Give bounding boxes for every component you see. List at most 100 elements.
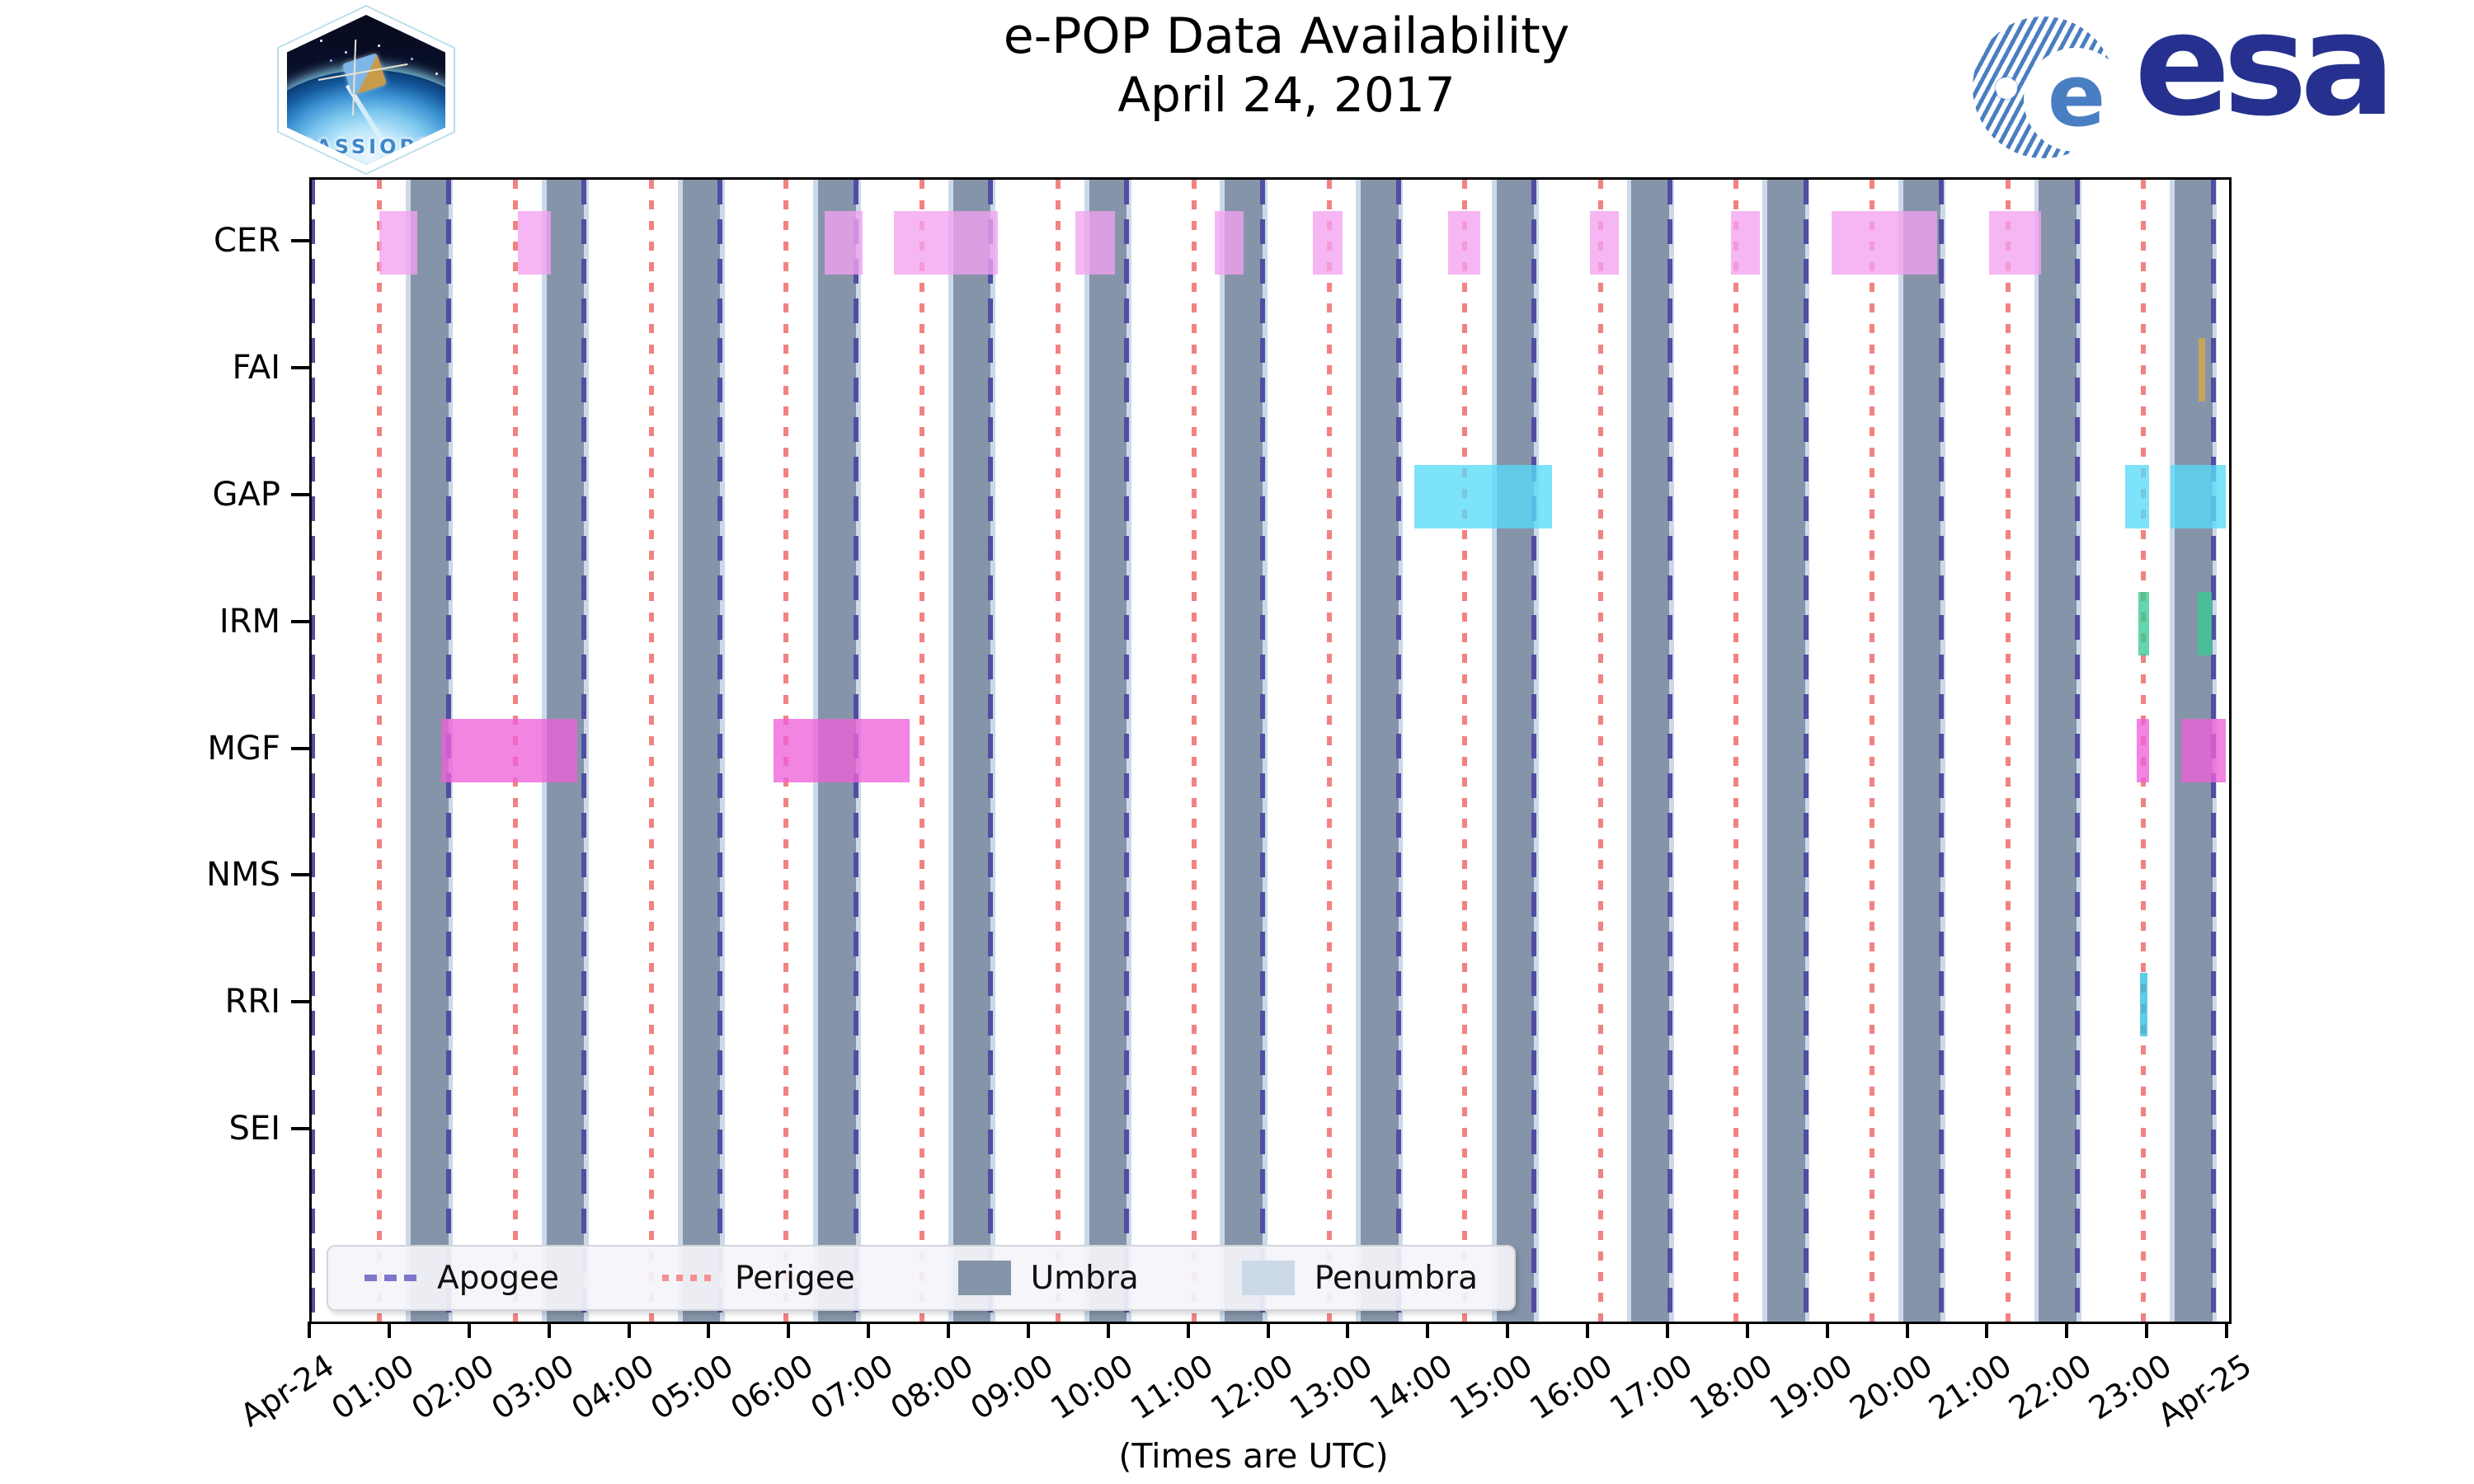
y-axis-label-sei: SEI [228, 1110, 280, 1148]
legend-item-penumbra: Penumbra [1241, 1260, 1478, 1297]
perigee-line [1869, 180, 1874, 1322]
umbra-band [1089, 180, 1127, 1322]
legend-sample-perigee-dots [661, 1275, 715, 1281]
availability-bar-fai [2199, 338, 2205, 402]
x-tick [1186, 1322, 1190, 1338]
perigee-line [920, 180, 925, 1322]
availability-bar-gap [1413, 465, 1552, 529]
y-tick [291, 873, 309, 877]
x-axis-label: 13:00 [1283, 1347, 1380, 1427]
x-axis-label: 22:00 [2002, 1347, 2099, 1427]
x-axis-label: 06:00 [724, 1347, 821, 1427]
apogee-line [1259, 180, 1265, 1322]
legend-sample-penumbra-box [1241, 1261, 1295, 1295]
x-tick [1426, 1322, 1430, 1338]
x-tick [867, 1322, 871, 1338]
umbra-band [682, 180, 721, 1322]
page-title: e-POP Data Availability [1003, 7, 1570, 65]
x-axis-label: 02:00 [404, 1347, 501, 1427]
x-tick [1506, 1322, 1510, 1338]
x-tick [2065, 1322, 2069, 1338]
esa-logo: e esa [1973, 0, 2396, 162]
availability-bar-cer [1447, 211, 1481, 275]
cassiope-mission-patch: CASSIOPE [277, 5, 455, 175]
x-axis-label: 09:00 [964, 1347, 1060, 1427]
umbra-band [1360, 180, 1399, 1322]
y-axis-label-mgf: MGF [207, 729, 280, 768]
availability-bar-cer [379, 211, 417, 275]
x-axis-label: 10:00 [1043, 1347, 1140, 1427]
y-tick [291, 619, 309, 623]
x-axis-label: 17:00 [1603, 1347, 1699, 1427]
legend-label-apogee: Apogee [437, 1259, 560, 1297]
x-axis-label: 21:00 [1922, 1347, 2019, 1427]
x-tick [1266, 1322, 1270, 1338]
x-tick [308, 1322, 311, 1338]
y-tick [291, 746, 309, 750]
availability-bar-irm [2198, 592, 2212, 656]
legend-label-umbra: Umbra [1030, 1259, 1139, 1297]
availability-bar-mgf [2136, 719, 2150, 782]
y-tick [291, 1000, 309, 1004]
esa-globe-dot [1996, 77, 2017, 99]
x-tick [1985, 1322, 1989, 1338]
x-tick [1586, 1322, 1589, 1338]
x-tick [627, 1322, 631, 1338]
apogee-line [988, 180, 994, 1322]
apogee-line [1124, 180, 1130, 1322]
umbra-band [1767, 180, 1805, 1322]
x-axis-label: 16:00 [1523, 1347, 1619, 1427]
perigee-line [1327, 180, 1333, 1322]
x-axis-label: 01:00 [325, 1347, 421, 1427]
esa-globe-letter: e [2047, 45, 2106, 146]
availability-bar-cer [517, 211, 551, 275]
y-tick [291, 238, 309, 242]
availability-bar-gap [2125, 465, 2150, 529]
y-axis-label-rri: RRI [224, 983, 280, 1021]
perigee-line [1733, 180, 1739, 1322]
availability-bar-cer [1075, 211, 1115, 275]
availability-bar-cer [1214, 211, 1244, 275]
y-axis-label-irm: IRM [219, 602, 280, 641]
x-axis-label: 19:00 [1762, 1347, 1859, 1427]
x-tick [1026, 1322, 1030, 1338]
plot-area: Apogee Perigee Umbra Penumbra [309, 177, 2232, 1324]
x-axis-label: 05:00 [644, 1347, 741, 1427]
apogee-line [717, 180, 723, 1322]
x-tick [2225, 1322, 2228, 1338]
x-tick [1665, 1322, 1669, 1338]
esa-globe-crescent [2024, 48, 2128, 152]
umbra-band [2039, 180, 2077, 1322]
availability-bar-cer [1312, 211, 1343, 275]
x-axis-label: 15:00 [1443, 1347, 1540, 1427]
perigee-line [2005, 180, 2011, 1322]
x-tick [947, 1322, 950, 1338]
perigee-line [648, 180, 654, 1322]
x-axis-label: 08:00 [884, 1347, 980, 1427]
page-subtitle-date: April 24, 2017 [1117, 67, 1456, 123]
perigee-line [1597, 180, 1603, 1322]
availability-bar-cer [824, 211, 863, 275]
availability-bar-rri [2139, 972, 2148, 1036]
apogee-line [2074, 180, 2080, 1322]
umbra-band [952, 180, 991, 1322]
x-tick [1106, 1322, 1110, 1338]
apogee-line [1803, 180, 1808, 1322]
apogee-line [1531, 180, 1537, 1322]
apogee-line [1939, 180, 1945, 1322]
umbra-band [1496, 180, 1535, 1322]
esa-wordmark: esa [2134, 0, 2396, 148]
legend-box: Apogee Perigee Umbra Penumbra [327, 1245, 1516, 1311]
x-tick [467, 1322, 471, 1338]
x-tick [1346, 1322, 1350, 1338]
x-axis-label: Apr-25 [2151, 1347, 2258, 1435]
y-tick [291, 492, 309, 496]
availability-bar-mgf [2180, 719, 2227, 782]
availability-bar-cer [1989, 211, 2042, 275]
umbra-band [1903, 180, 1941, 1322]
x-tick [1905, 1322, 1909, 1338]
legend-label-perigee: Perigee [734, 1259, 855, 1297]
y-axis-label-gap: GAP [212, 475, 280, 514]
availability-bar-gap [2171, 465, 2227, 529]
legend-item-perigee: Perigee [661, 1259, 855, 1297]
